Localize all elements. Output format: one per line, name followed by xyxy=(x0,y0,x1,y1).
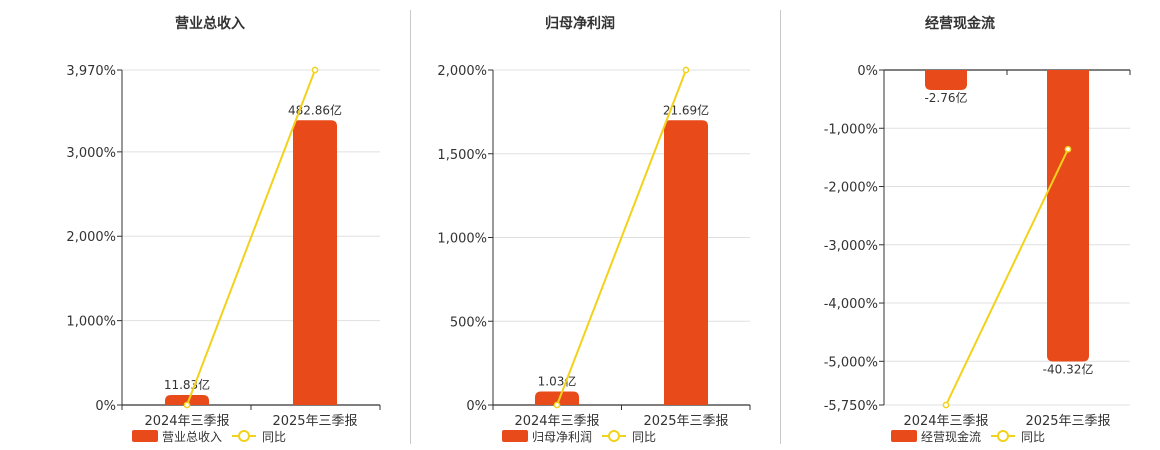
yoy-point xyxy=(1064,145,1072,153)
chart-title: 营业总收入 xyxy=(175,15,245,32)
y-tick-label: -2,000% xyxy=(824,181,878,196)
legend-line-marker xyxy=(608,430,620,442)
legend-line-marker xyxy=(238,430,250,442)
chart-panel-revenue: 营业总收入 3,970% 3,000% 2,000% 1,000% 0% 11.83亿 482… xyxy=(0,0,410,450)
bar-value-label: 11.83亿 xyxy=(164,377,210,392)
y-tick-label: -5,750% xyxy=(824,399,878,414)
legend-bar-swatch xyxy=(891,430,917,442)
bar xyxy=(535,391,579,405)
yoy-point xyxy=(682,66,690,74)
legend-line-label: 同比 xyxy=(632,430,656,444)
bar xyxy=(925,70,967,90)
x-tick-label: 2025年三季报 xyxy=(1025,414,1110,429)
y-tick-label: -3,000% xyxy=(824,239,878,254)
bar-value-label: 21.69亿 xyxy=(663,102,709,117)
bar-value-label: 1.03亿 xyxy=(538,373,577,388)
bar xyxy=(664,120,708,405)
y-tick-label: -5,000% xyxy=(824,355,878,370)
legend-line-label: 同比 xyxy=(262,430,286,444)
legend-bar-swatch xyxy=(502,430,528,442)
x-tick-label: 2024年三季报 xyxy=(144,414,229,429)
y-tick-label: -1,000% xyxy=(824,122,878,137)
chart-panel-net-profit: 归母净利润 2,000% 1,500% 1,000% 500% 0% 1.03亿 21.69亿… xyxy=(411,0,780,450)
legend-bar-label: 归母净利润 xyxy=(532,430,592,444)
bar-value-label: 482.86亿 xyxy=(288,102,342,117)
yoy-point xyxy=(553,401,561,409)
y-tick-label: -4,000% xyxy=(824,297,878,312)
y-tick-label: 500% xyxy=(450,315,487,330)
bar-value-label: -2.76亿 xyxy=(924,90,967,105)
yoy-line xyxy=(186,69,316,406)
y-tick-label: 2,000% xyxy=(66,230,116,245)
y-tick-label: 0% xyxy=(857,64,878,79)
yoy-point xyxy=(942,401,950,409)
y-tick-label: 1,000% xyxy=(66,315,116,330)
chart-title: 经营现金流 xyxy=(925,15,995,32)
y-tick-label: 0% xyxy=(466,399,487,414)
bar xyxy=(1047,70,1089,362)
y-tick-label: 3,000% xyxy=(66,146,116,161)
yoy-line xyxy=(945,148,1069,406)
yoy-point xyxy=(311,66,319,74)
y-tick-label: 2,000% xyxy=(437,64,487,79)
legend-line-label: 同比 xyxy=(1021,430,1045,444)
y-tick-label: 1,500% xyxy=(437,148,487,163)
x-tick-label: 2024年三季报 xyxy=(514,414,599,429)
chart-title: 归母净利润 xyxy=(545,15,615,32)
legend-bar-label: 营业总收入 xyxy=(162,430,222,444)
divider-1 xyxy=(410,10,411,444)
revenue-chart: 营业总收入 3,970% 3,000% 2,000% 1,000% 0% 11.83亿 482… xyxy=(66,15,381,444)
net-profit-chart: 归母净利润 2,000% 1,500% 1,000% 500% 0% 1.03亿 21.69亿… xyxy=(437,15,751,444)
yoy-point xyxy=(183,401,191,409)
bar xyxy=(165,395,209,405)
y-tick-label: 3,970% xyxy=(66,64,116,79)
y-tick-label: 0% xyxy=(95,399,116,414)
legend-line-marker xyxy=(997,430,1009,442)
legend-bar-swatch xyxy=(132,430,158,442)
legend-bar-label: 经营现金流 xyxy=(921,429,981,444)
cash-flow-chart: 经营现金流 0% -1,000% -2,000% -3,000% -4,000% -5,00… xyxy=(824,15,1131,444)
bar-value-label: -40.32亿 xyxy=(1043,361,1094,376)
y-tick-label: 1,000% xyxy=(437,232,487,247)
chart-panel-cash-flow: 经营现金流 0% -1,000% -2,000% -3,000% -4,000% -5,00… xyxy=(781,0,1160,450)
bar xyxy=(293,120,337,405)
divider-2 xyxy=(780,10,781,444)
x-tick-label: 2024年三季报 xyxy=(903,414,988,429)
x-tick-label: 2025年三季报 xyxy=(272,414,357,429)
yoy-line xyxy=(556,69,687,406)
x-tick-label: 2025年三季报 xyxy=(643,414,728,429)
